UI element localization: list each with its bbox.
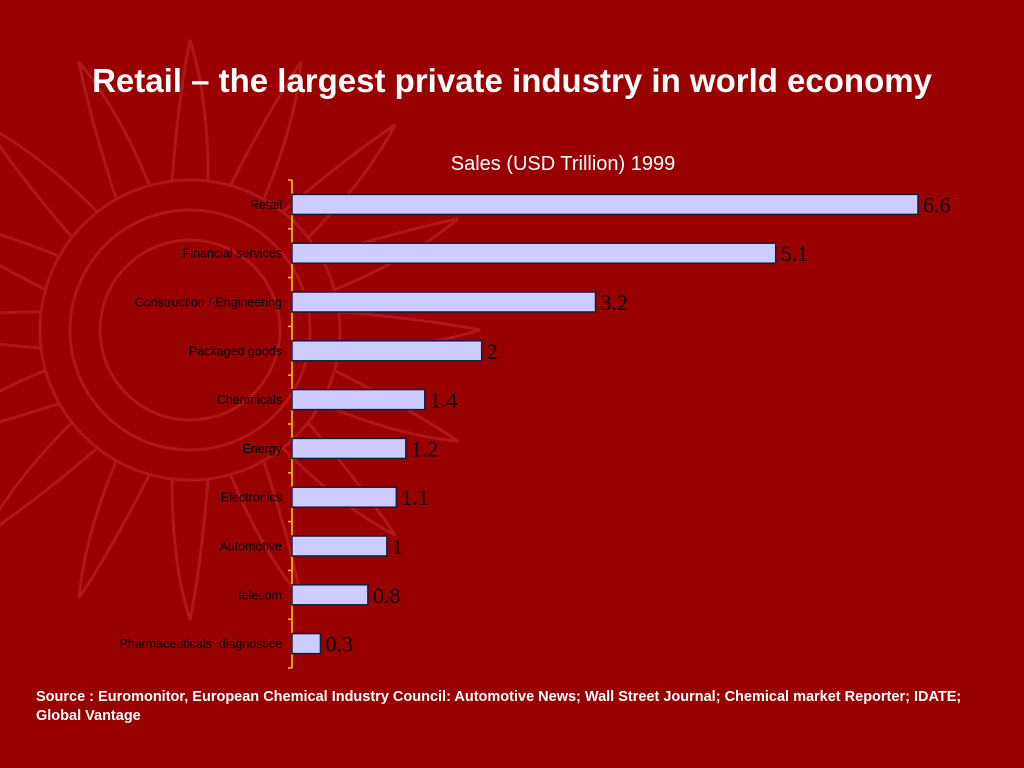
bar	[291, 486, 398, 508]
bar	[291, 437, 407, 460]
data-label: 1.1	[401, 485, 429, 510]
category-label: Chenmicals	[217, 393, 282, 407]
bar	[291, 193, 919, 216]
data-label: 1.2	[411, 436, 439, 461]
category-label: telecom	[238, 588, 282, 602]
data-label: 1.4	[430, 388, 458, 413]
category-label: Construction / Engineering	[135, 296, 282, 310]
sun-ring	[38, 178, 342, 482]
source-note: Source : Euromonitor, European Chemical …	[36, 689, 962, 724]
category-label: Electronics	[221, 491, 282, 505]
data-label: 2	[487, 339, 498, 364]
bar	[291, 584, 369, 606]
category-label: Packaged goods	[189, 344, 282, 358]
data-label: 6.6	[923, 192, 951, 217]
category-label: Automotive	[219, 540, 282, 554]
chart-title: Sales (USD Trillion) 1999	[451, 153, 676, 175]
category-label: Financial services	[183, 247, 282, 261]
data-label: 0.8	[373, 583, 401, 608]
data-label: 3.2	[601, 290, 629, 315]
category-label: Retail	[250, 198, 282, 212]
data-label: 1	[392, 534, 403, 559]
bar	[291, 535, 388, 557]
data-label: 5.1	[781, 241, 809, 266]
category-label: Pharmaceuticals; diagnostice	[119, 637, 282, 651]
bar	[291, 242, 777, 264]
bar	[291, 340, 483, 362]
data-label: 0.3	[325, 632, 353, 657]
sun-ring	[68, 208, 312, 452]
bar	[291, 632, 322, 655]
bar	[291, 291, 597, 313]
sun-ring	[98, 238, 282, 422]
slide-title: Retail – the largest private industry in…	[92, 62, 932, 99]
bar	[291, 388, 426, 411]
category-label: Energy	[242, 442, 282, 456]
